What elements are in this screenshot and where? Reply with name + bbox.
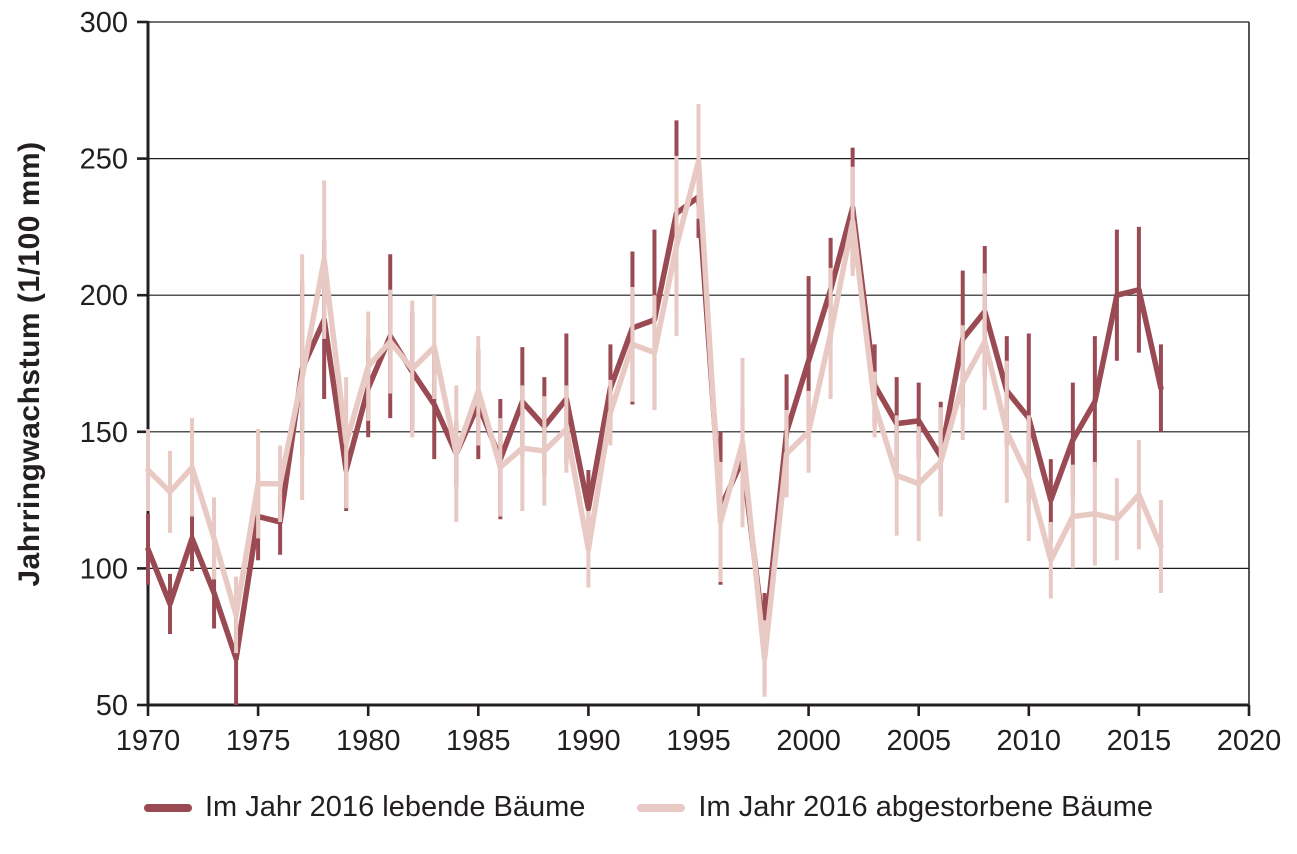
x-tick-label-2010: 2010 — [997, 725, 1062, 757]
legend-label-living: Im Jahr 2016 lebende Bäume — [204, 791, 586, 823]
x-tick-label-1970: 1970 — [116, 725, 181, 757]
x-tick-label-2015: 2015 — [1107, 725, 1172, 757]
y-tick-label-50: 50 — [96, 690, 128, 722]
y-axis-title: Jahrringwachstum (1/100 mm) — [13, 141, 46, 587]
x-tick-label-1975: 1975 — [226, 725, 291, 757]
y-tick-label-250: 250 — [80, 144, 128, 176]
x-tick-label-1985: 1985 — [446, 725, 511, 757]
legend-item-dead-trees: Im Jahr 2016 abgestorbene Bäume — [637, 791, 1153, 824]
y-tick-label-100: 100 — [80, 553, 128, 585]
x-tick-label-1995: 1995 — [666, 725, 731, 757]
series-line-1 — [145, 158, 1164, 662]
x-tick-label-1990: 1990 — [556, 725, 621, 757]
legend-swatch-living-icon — [143, 803, 192, 812]
y-tick-label-150: 150 — [80, 417, 128, 449]
legend: Im Jahr 2016 lebende Bäume Im Jahr 2016 … — [0, 791, 1297, 824]
x-tick-label-2000: 2000 — [776, 725, 841, 757]
legend-item-living-trees: Im Jahr 2016 lebende Bäume — [143, 791, 586, 824]
x-tick-label-2020: 2020 — [1217, 725, 1282, 757]
x-tick-label-2005: 2005 — [886, 725, 951, 757]
legend-swatch-dead-icon — [637, 803, 686, 812]
y-tick-label-300: 300 — [80, 7, 128, 39]
x-tick-label-1980: 1980 — [336, 725, 401, 757]
y-tick-label-200: 200 — [80, 280, 128, 312]
legend-label-dead: Im Jahr 2016 abgestorbene Bäume — [698, 791, 1154, 823]
